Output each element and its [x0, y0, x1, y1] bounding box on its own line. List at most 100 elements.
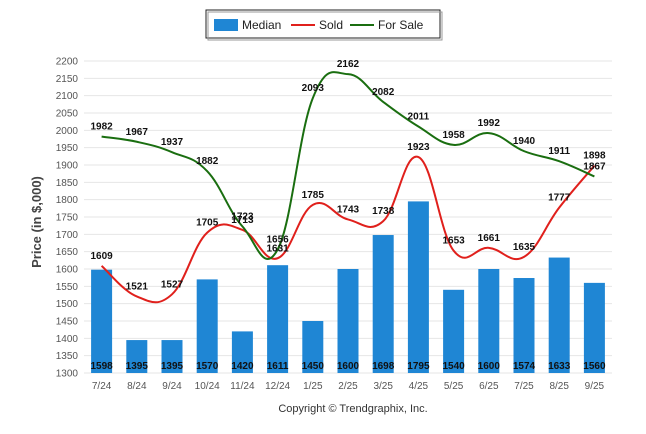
- sold-value-label: 1521: [126, 281, 149, 292]
- median-value-label: 1570: [196, 361, 219, 372]
- for-sale-value-label: 1867: [583, 161, 606, 172]
- data-labels: 1598 1395 1395 1570 1420 1611 1450 1600 1698 1795…: [90, 59, 605, 372]
- for-sale-value-label: 2093: [302, 83, 325, 94]
- sold-value-label: 1653: [442, 236, 465, 247]
- median-value-label: 1633: [548, 361, 571, 372]
- for-sale-value-label: 2162: [337, 59, 360, 70]
- sold-value-label: 1705: [196, 218, 219, 229]
- median-bar: [302, 321, 324, 373]
- y-tick-label: 1550: [56, 282, 79, 293]
- median-value-label: 1395: [126, 361, 149, 372]
- legend-label-median: Median: [242, 18, 281, 32]
- for-sale-line: [101, 71, 595, 260]
- median-bar: [231, 331, 253, 373]
- for-sale-value-label: 1656: [266, 235, 289, 246]
- y-axis-label: Price (in $,000): [29, 176, 44, 268]
- sold-value-label: 1527: [161, 279, 184, 290]
- x-tick-label: 4/25: [409, 381, 429, 392]
- y-tick-label: 2150: [56, 74, 79, 85]
- series-lines: [100, 71, 596, 304]
- median-bar: [513, 278, 535, 373]
- sold-value-label: 1923: [407, 142, 430, 153]
- x-tick-label: 7/24: [92, 381, 112, 392]
- x-tick-label: 9/25: [585, 381, 605, 392]
- median-value-label: 1795: [407, 361, 430, 372]
- y-tick-label: 2050: [56, 109, 79, 120]
- median-value-label: 1574: [513, 361, 536, 372]
- legend: Median Sold For Sale: [205, 9, 443, 41]
- median-bar: [267, 265, 289, 373]
- for-sale-value-label: 1937: [161, 137, 184, 148]
- median-value-label: 1420: [231, 361, 254, 372]
- median-bar: [407, 201, 429, 373]
- x-tick-label: 1/25: [303, 381, 323, 392]
- sold-value-label: 1661: [478, 233, 501, 244]
- x-tick-label: 12/24: [265, 381, 290, 392]
- median-bar: [91, 269, 113, 373]
- sold-line: [100, 156, 596, 304]
- sold-value-label: 1635: [513, 242, 536, 253]
- y-tick-label: 1350: [56, 351, 79, 362]
- median-bars: [91, 201, 605, 373]
- sold-value-label: 1713: [231, 215, 254, 226]
- median-bar: [583, 282, 605, 373]
- x-tick-label: 8/25: [549, 381, 569, 392]
- x-tick-label: 2/25: [338, 381, 358, 392]
- legend-box: [205, 9, 441, 39]
- median-bar: [161, 340, 183, 373]
- median-value-label: 1598: [90, 361, 113, 372]
- median-bar: [443, 289, 465, 373]
- x-tick-label: 3/25: [373, 381, 393, 392]
- for-sale-value-label: 1967: [126, 127, 149, 138]
- y-tick-label: 1750: [56, 213, 79, 224]
- y-tick-label: 1300: [56, 369, 79, 380]
- sold-value-label: 1898: [583, 151, 606, 162]
- median-bar: [372, 235, 394, 373]
- median-value-label: 1698: [372, 361, 395, 372]
- median-value-label: 1540: [442, 361, 465, 372]
- y-tick-label: 2000: [56, 126, 79, 137]
- for-sale-value-label: 1982: [90, 122, 113, 133]
- for-sale-value-label: 1940: [513, 136, 536, 147]
- median-value-label: 1395: [161, 361, 184, 372]
- for-sale-value-label: 2082: [372, 87, 395, 98]
- y-tick-label: 1400: [56, 334, 79, 345]
- sold-value-label: 1609: [90, 251, 113, 262]
- sold-value-label: 1777: [548, 193, 571, 204]
- x-tick-label: 10/24: [195, 381, 220, 392]
- y-tick-label: 1950: [56, 143, 79, 154]
- y-tick-label: 1700: [56, 230, 79, 241]
- sold-value-label: 1631: [266, 243, 289, 254]
- x-tick-label: 5/25: [444, 381, 464, 392]
- y-tick-label: 2200: [56, 57, 79, 68]
- grid-lines: [84, 60, 612, 374]
- y-tick-label: 1800: [56, 195, 79, 206]
- copyright-text: Copyright © Trendgraphix, Inc.: [278, 403, 427, 415]
- for-sale-value-label: 1882: [196, 156, 219, 167]
- median-value-label: 1450: [302, 361, 325, 372]
- median-value-label: 1600: [337, 361, 360, 372]
- y-tick-label: 1650: [56, 247, 79, 258]
- median-bar: [478, 269, 500, 373]
- y-tick-label: 1900: [56, 161, 79, 172]
- median-bar: [196, 279, 218, 373]
- median-value-label: 1600: [478, 361, 501, 372]
- y-tick-label: 1450: [56, 317, 79, 328]
- median-bar: [548, 257, 570, 373]
- median-bar: [337, 269, 359, 373]
- sold-value-label: 1743: [337, 204, 360, 215]
- y-tick-label: 1600: [56, 265, 79, 276]
- for-sale-value-label: 2011: [408, 112, 430, 123]
- for-sale-value-label: 1992: [478, 118, 501, 129]
- for-sale-value-label: 1723: [231, 211, 254, 222]
- legend-label-sold: Sold: [319, 18, 343, 32]
- x-tick-label: 9/24: [162, 381, 182, 392]
- y-tick-label: 1850: [56, 178, 79, 189]
- legend-swatch-median: [214, 19, 238, 31]
- median-value-label: 1560: [583, 361, 606, 372]
- y-tick-label: 2100: [56, 91, 79, 102]
- x-tick-label: 11/24: [230, 381, 255, 392]
- median-value-label: 1611: [267, 361, 289, 372]
- for-sale-value-label: 1911: [548, 146, 570, 157]
